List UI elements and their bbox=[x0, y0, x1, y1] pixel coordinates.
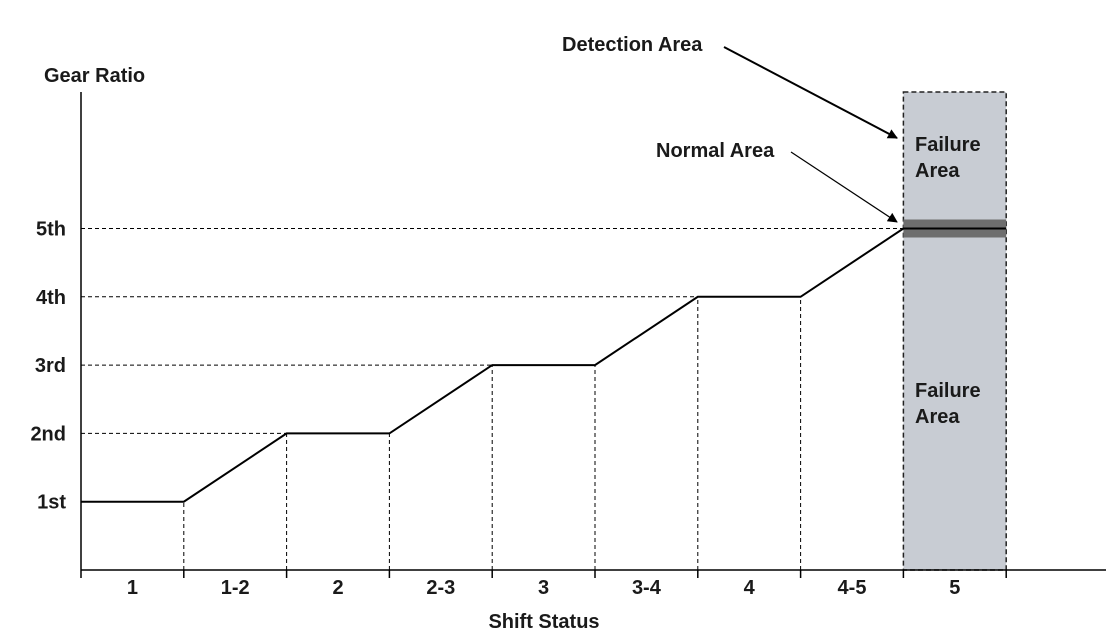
failure-area-lower-line2: Area bbox=[915, 406, 960, 428]
gear-ratio-line bbox=[81, 227, 1007, 503]
x-tick-label: 2 bbox=[332, 577, 343, 599]
failure-area-upper-line2: Area bbox=[915, 160, 960, 182]
failure-area-lower-line1: Failure bbox=[915, 380, 981, 402]
y-tick-label: 2nd bbox=[30, 423, 66, 445]
x-tick-label: 5 bbox=[949, 577, 960, 599]
y-tick-label: 3rd bbox=[35, 355, 66, 377]
y-tick-labels: 1st 2nd 3rd 4th 5th bbox=[30, 219, 66, 514]
x-tick-label: 4 bbox=[744, 577, 756, 599]
normal-area-arrow bbox=[790, 151, 898, 223]
detection-area-arrow bbox=[723, 46, 898, 139]
y-tick-label: 4th bbox=[36, 287, 66, 309]
x-ticks bbox=[80, 570, 1007, 578]
failure-area-region bbox=[902, 91, 1007, 571]
y-tick-label: 1st bbox=[37, 492, 66, 514]
guide-lines bbox=[81, 228, 904, 570]
y-tick-label: 5th bbox=[36, 219, 66, 241]
x-tick-label: 1-2 bbox=[221, 577, 250, 599]
x-tick-label: 2-3 bbox=[426, 577, 455, 599]
x-axis-title: Shift Status bbox=[488, 611, 599, 633]
detection-area-label: Detection Area bbox=[562, 34, 703, 56]
y-axis-title: Gear Ratio bbox=[44, 65, 145, 87]
x-tick-label: 4-5 bbox=[838, 577, 867, 599]
failure-area-upper-line1: Failure bbox=[915, 134, 981, 156]
x-tick-label: 3 bbox=[538, 577, 549, 599]
normal-area-label: Normal Area bbox=[656, 140, 775, 162]
x-tick-label: 3-4 bbox=[632, 577, 662, 599]
x-tick-labels: 1 1-2 2 2-3 3 3-4 4 4-5 5 bbox=[127, 577, 961, 599]
x-tick-label: 1 bbox=[127, 577, 138, 599]
